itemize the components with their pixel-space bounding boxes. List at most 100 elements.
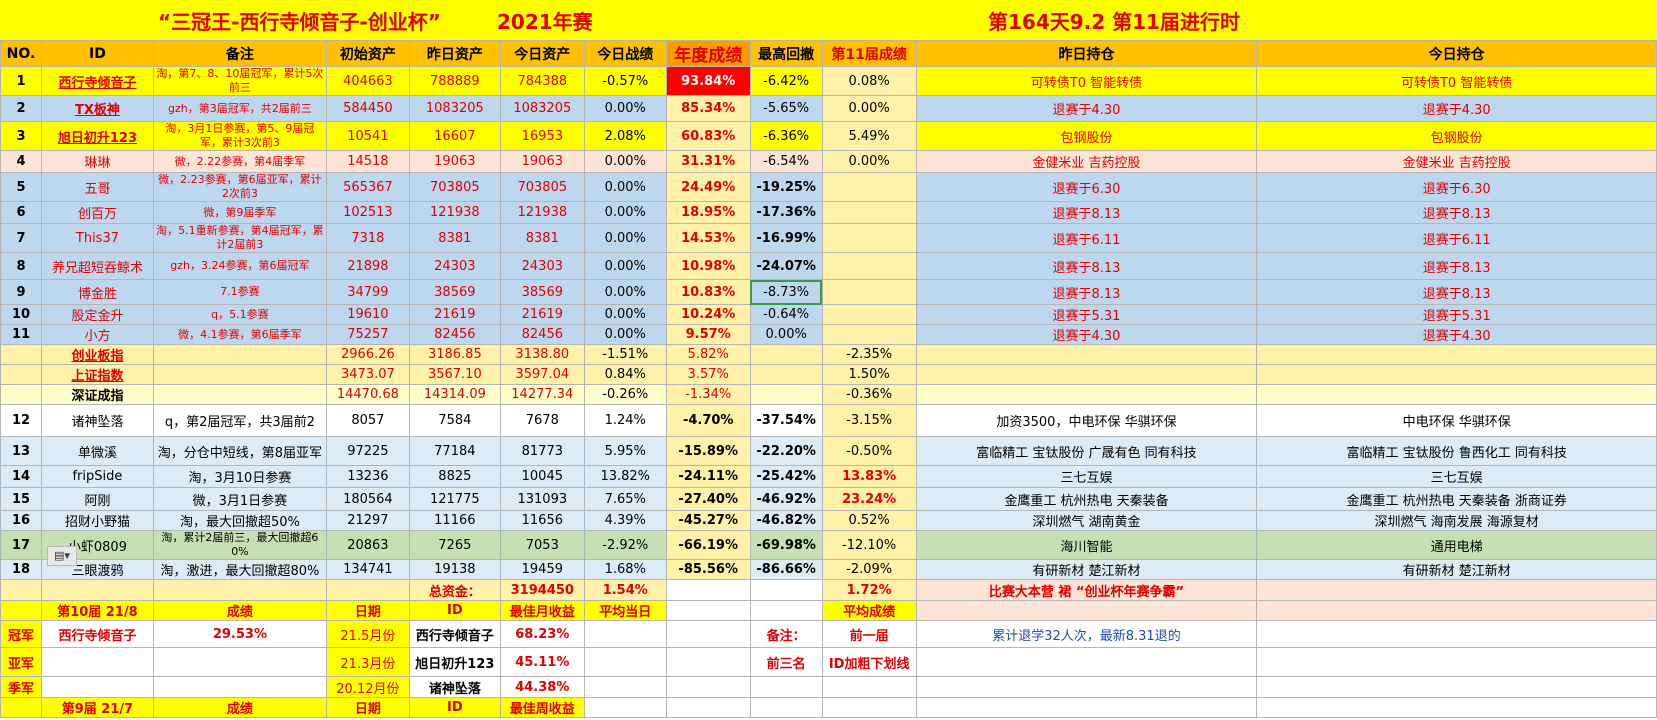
initial-assets[interactable]: 20863 [325,530,410,560]
yesterday-assets[interactable]: 16607 [408,121,501,151]
rank-label[interactable]: 亚军 [0,647,42,677]
row-number[interactable] [0,579,42,601]
yesterday-assets[interactable]: 77184 [408,436,501,466]
max-drawdown[interactable]: -37.54% [749,404,823,437]
yesterday-assets[interactable]: 8381 [408,223,501,253]
yesterday-holdings[interactable]: 可转债T0 智能转债 [915,66,1258,96]
empty-cell[interactable] [1256,620,1657,648]
top3-label[interactable]: 前三名 [749,647,823,677]
empty-cell[interactable] [665,620,751,648]
season11-result[interactable] [821,252,917,280]
today-holdings[interactable] [1256,579,1657,601]
today-holdings[interactable]: 深圳燃气 海南发展 海源复材 [1256,510,1657,531]
today-holdings[interactable]: 三七互娱 [1256,465,1657,488]
empty-cell[interactable] [915,600,1258,621]
player-id[interactable]: fripSide [40,465,154,488]
initial-assets[interactable]: 21297 [325,510,410,531]
today-holdings[interactable]: 退赛于6.30 [1256,172,1657,202]
annual-result[interactable]: 31.31% [665,150,751,173]
max-drawdown[interactable] [749,364,823,385]
season11-result[interactable]: 5.49% [821,121,917,151]
initial-assets[interactable]: 584450 [325,95,410,122]
player-id[interactable]: 五哥 [40,172,154,202]
empty-cell[interactable] [749,600,823,621]
player-note[interactable]: 淘，累计2届前三，最大回撤超60% [152,530,327,560]
annual-result[interactable]: 93.84% [665,66,751,96]
col-header[interactable]: 年度成绩 [665,40,751,67]
player-note[interactable]: 微，4.1参赛，第6届季军 [152,324,327,345]
empty-cell[interactable] [821,697,917,718]
annual-result[interactable]: 9.57% [665,324,751,345]
initial-assets[interactable]: 13236 [325,465,410,488]
empty-cell[interactable] [749,676,823,698]
annual-result[interactable] [665,579,751,601]
yesterday-holdings[interactable]: 海川智能 [915,530,1258,560]
row-number[interactable] [0,384,42,405]
annual-result[interactable]: 14.53% [665,223,751,253]
today-assets[interactable]: 1083205 [499,95,585,122]
annual-result[interactable]: 10.24% [665,304,751,325]
today-assets[interactable]: 7678 [499,404,585,437]
yesterday-assets[interactable]: 38569 [408,279,501,305]
daily-result[interactable]: -2.92% [583,530,667,560]
initial-assets[interactable]: 21898 [325,252,410,280]
col-header[interactable]: 今日持仓 [1256,40,1657,67]
today-holdings[interactable]: 中电环保 华骐环保 [1256,404,1657,437]
season10-best-header[interactable]: 最佳月收益 [499,600,585,621]
row-number[interactable]: 10 [0,304,42,325]
best-month-value[interactable]: 45.11% [499,647,585,677]
player-note[interactable]: gzh，3.24参赛，第6届冠军 [152,252,327,280]
row-number[interactable]: 8 [0,252,42,280]
yesterday-holdings[interactable]: 三七互娱 [915,465,1258,488]
totals-daily[interactable]: 1.54% [583,579,667,601]
player-note[interactable]: 微，2.22参赛，第4届季军 [152,150,327,173]
player-id[interactable]: 博金胜 [40,279,154,305]
initial-assets[interactable]: 3473.07 [325,364,410,385]
yesterday-holdings[interactable]: 退赛于8.13 [915,201,1258,224]
today-holdings[interactable] [1256,364,1657,385]
initial-assets[interactable]: 19610 [325,304,410,325]
today-holdings[interactable]: 退赛于4.30 [1256,95,1657,122]
daily-result[interactable]: -1.51% [583,344,667,365]
row-number[interactable]: 15 [0,487,42,511]
player-id[interactable]: 招财小野猫 [40,510,154,531]
runner-score[interactable] [152,647,327,677]
camp-label[interactable]: 比赛大本营 裙 “创业杯年赛争霸” [915,579,1258,601]
yesterday-holdings[interactable] [915,344,1258,365]
quit-note[interactable]: 累计退学32人次，最新8.31退的 [915,620,1258,648]
best-month-id[interactable]: 旭日初升123 [408,647,501,677]
today-assets[interactable]: 131093 [499,487,585,511]
today-holdings[interactable] [1256,344,1657,365]
empty-cell[interactable] [665,676,751,698]
annual-result[interactable]: -24.11% [665,465,751,488]
player-note[interactable]: 微，3月1日参赛 [152,487,327,511]
player-note[interactable] [152,344,327,365]
index-name[interactable]: 深证成指 [40,384,154,405]
season11-result[interactable]: -2.35% [821,344,917,365]
champion-score[interactable]: 29.53% [152,620,327,648]
season11-result[interactable]: -12.10% [821,530,917,560]
season11-result[interactable]: -3.15% [821,404,917,437]
today-holdings[interactable]: 退赛于8.13 [1256,252,1657,280]
today-assets[interactable]: 784388 [499,66,585,96]
today-holdings[interactable]: 包钢股份 [1256,121,1657,151]
annual-result[interactable]: -45.27% [665,510,751,531]
player-note[interactable] [152,579,327,601]
empty-cell[interactable] [915,697,1258,718]
best-month-value[interactable]: 68.23% [499,620,585,648]
initial-assets[interactable]: 75257 [325,324,410,345]
yesterday-holdings[interactable]: 金健米业 吉药控股 [915,150,1258,173]
player-id[interactable]: 阿刚 [40,487,154,511]
player-note[interactable]: 淘，分仓中短线，第8届亚军 [152,436,327,466]
annual-result[interactable]: -1.34% [665,384,751,405]
player-note[interactable]: 淘，激进，最大回撤超80% [152,559,327,580]
season11-result[interactable]: 0.08% [821,66,917,96]
max-drawdown[interactable]: -0.64% [749,304,823,325]
initial-assets[interactable]: 404663 [325,66,410,96]
annual-result[interactable]: 3.57% [665,364,751,385]
row-number[interactable]: 18 [0,559,42,580]
empty-cell[interactable] [665,647,751,677]
best-month-date[interactable]: 21.3月份 [325,647,410,677]
daily-result[interactable]: 0.00% [583,95,667,122]
season9-date-header[interactable]: 日期 [325,697,410,718]
